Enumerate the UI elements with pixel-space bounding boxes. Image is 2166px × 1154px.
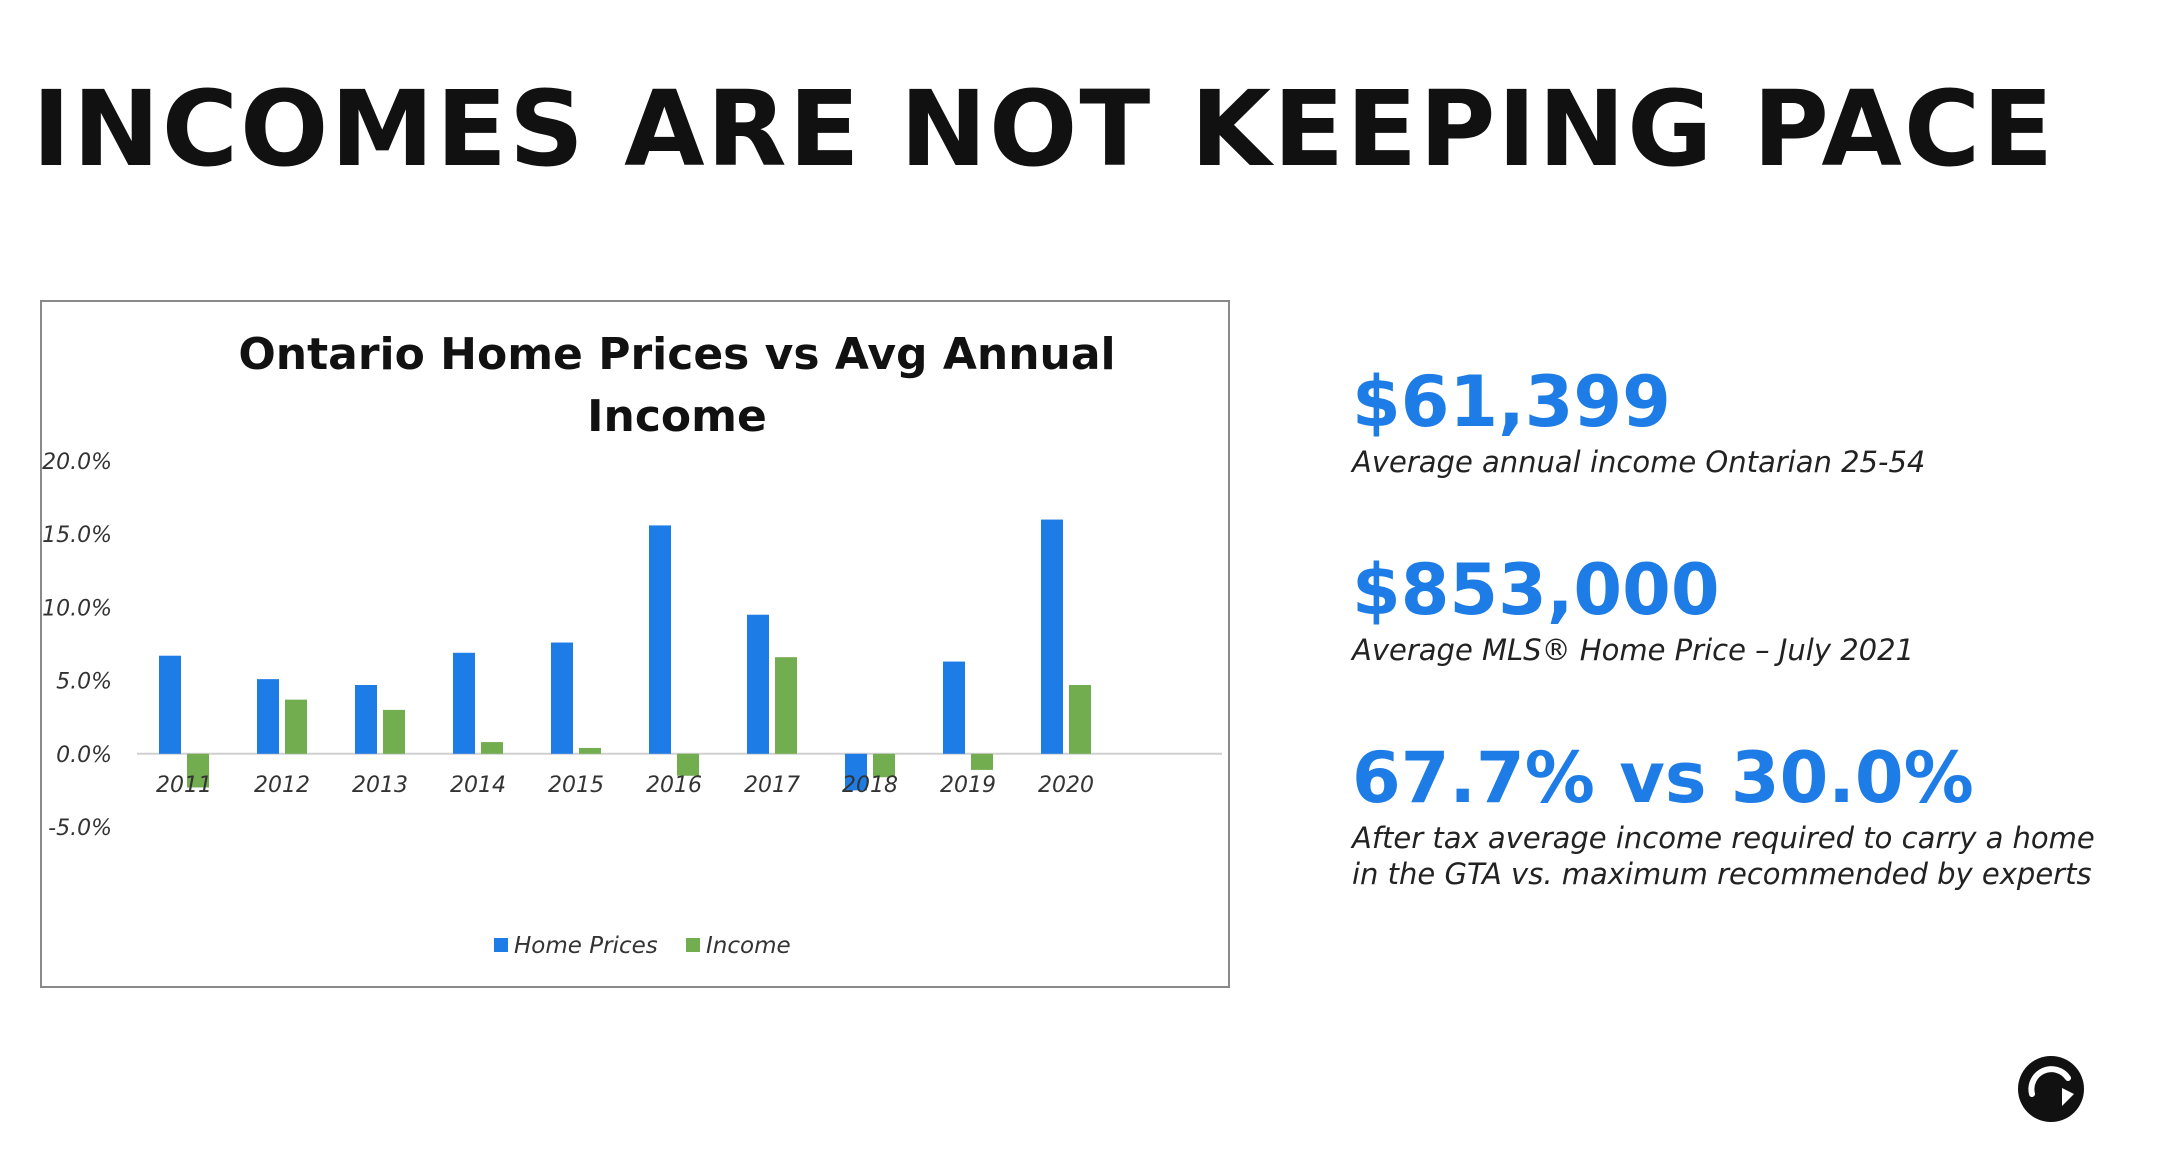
stat-description: Average annual income Ontarian 25-54 <box>1352 445 1926 479</box>
bar-income <box>579 747 601 754</box>
y-tick-label: 5.0% <box>56 670 112 695</box>
bar-chart: 20.0% 15.0% 10.0% 5.0% 0.0% -5.0% 2011 2012 2013… <box>42 450 1222 959</box>
legend-label: Income <box>706 933 791 959</box>
x-tick-label: 2018 <box>842 773 898 798</box>
legend-label: Home Prices <box>514 933 658 959</box>
bar-home-prices <box>159 655 181 754</box>
slide-title: INCOMES ARE NOT KEEPING PACE <box>32 68 2056 190</box>
bar-income <box>383 709 405 754</box>
stat-average-income: $61,399 Average annual income Ontarian 2… <box>1352 360 2152 480</box>
x-tick-label: 2011 <box>156 773 212 798</box>
bar-home-prices <box>943 661 965 754</box>
bar-home-prices <box>551 642 573 754</box>
bar-income <box>285 699 307 754</box>
bar-home-prices <box>257 679 279 754</box>
bar-income <box>873 753 895 778</box>
y-tick-label: 10.0% <box>42 596 112 621</box>
x-tick-label: 2014 <box>450 773 506 798</box>
stat-description: After tax average income required to car… <box>1352 821 2095 891</box>
legend-swatch <box>494 938 508 952</box>
bar-home-prices <box>649 525 671 754</box>
x-tick-label: 2015 <box>548 773 604 798</box>
x-tick-label: 2012 <box>254 773 310 798</box>
bar-home-prices <box>355 684 377 754</box>
stat-income-share: 67.7% vs 30.0% After tax average income … <box>1352 736 2152 892</box>
y-tick-label: 20.0% <box>42 450 112 475</box>
circular-arrow-logo-icon <box>2016 1054 2086 1124</box>
chart-title: Ontario Home Prices vs Avg Annual Income <box>238 329 1116 442</box>
stat-average-home-price: $853,000 Average MLS® Home Price – July … <box>1352 548 2152 668</box>
x-tick-label: 2016 <box>646 773 702 798</box>
stat-value: 67.7% vs 30.0% <box>1352 737 1974 819</box>
x-tick-label: 2019 <box>940 773 996 798</box>
stat-description: Average MLS® Home Price – July 2021 <box>1352 633 1915 667</box>
bar-income <box>677 753 699 776</box>
bar-income <box>187 753 209 788</box>
bar-income <box>775 657 797 754</box>
bar-home-prices <box>747 614 769 754</box>
chart-container: 20.0% 15.0% 10.0% 5.0% 0.0% -5.0% 2011 2012 2013… <box>40 300 1230 988</box>
x-tick-label: 2020 <box>1038 773 1094 798</box>
y-tick-label: 15.0% <box>42 523 112 548</box>
bar-home-prices <box>453 652 475 754</box>
bar-income <box>481 742 503 754</box>
bar-income <box>971 753 993 770</box>
stat-value: $853,000 <box>1352 549 1720 631</box>
x-tick-label: 2017 <box>744 773 800 798</box>
bar-income <box>1069 684 1091 754</box>
x-tick-label: 2013 <box>352 773 408 798</box>
bar-home-prices <box>1041 519 1063 754</box>
legend-swatch <box>686 938 700 952</box>
stat-value: $61,399 <box>1352 361 1671 443</box>
y-tick-label: 0.0% <box>56 743 112 768</box>
y-tick-label: -5.0% <box>48 816 112 841</box>
bar-home-prices <box>845 753 867 791</box>
